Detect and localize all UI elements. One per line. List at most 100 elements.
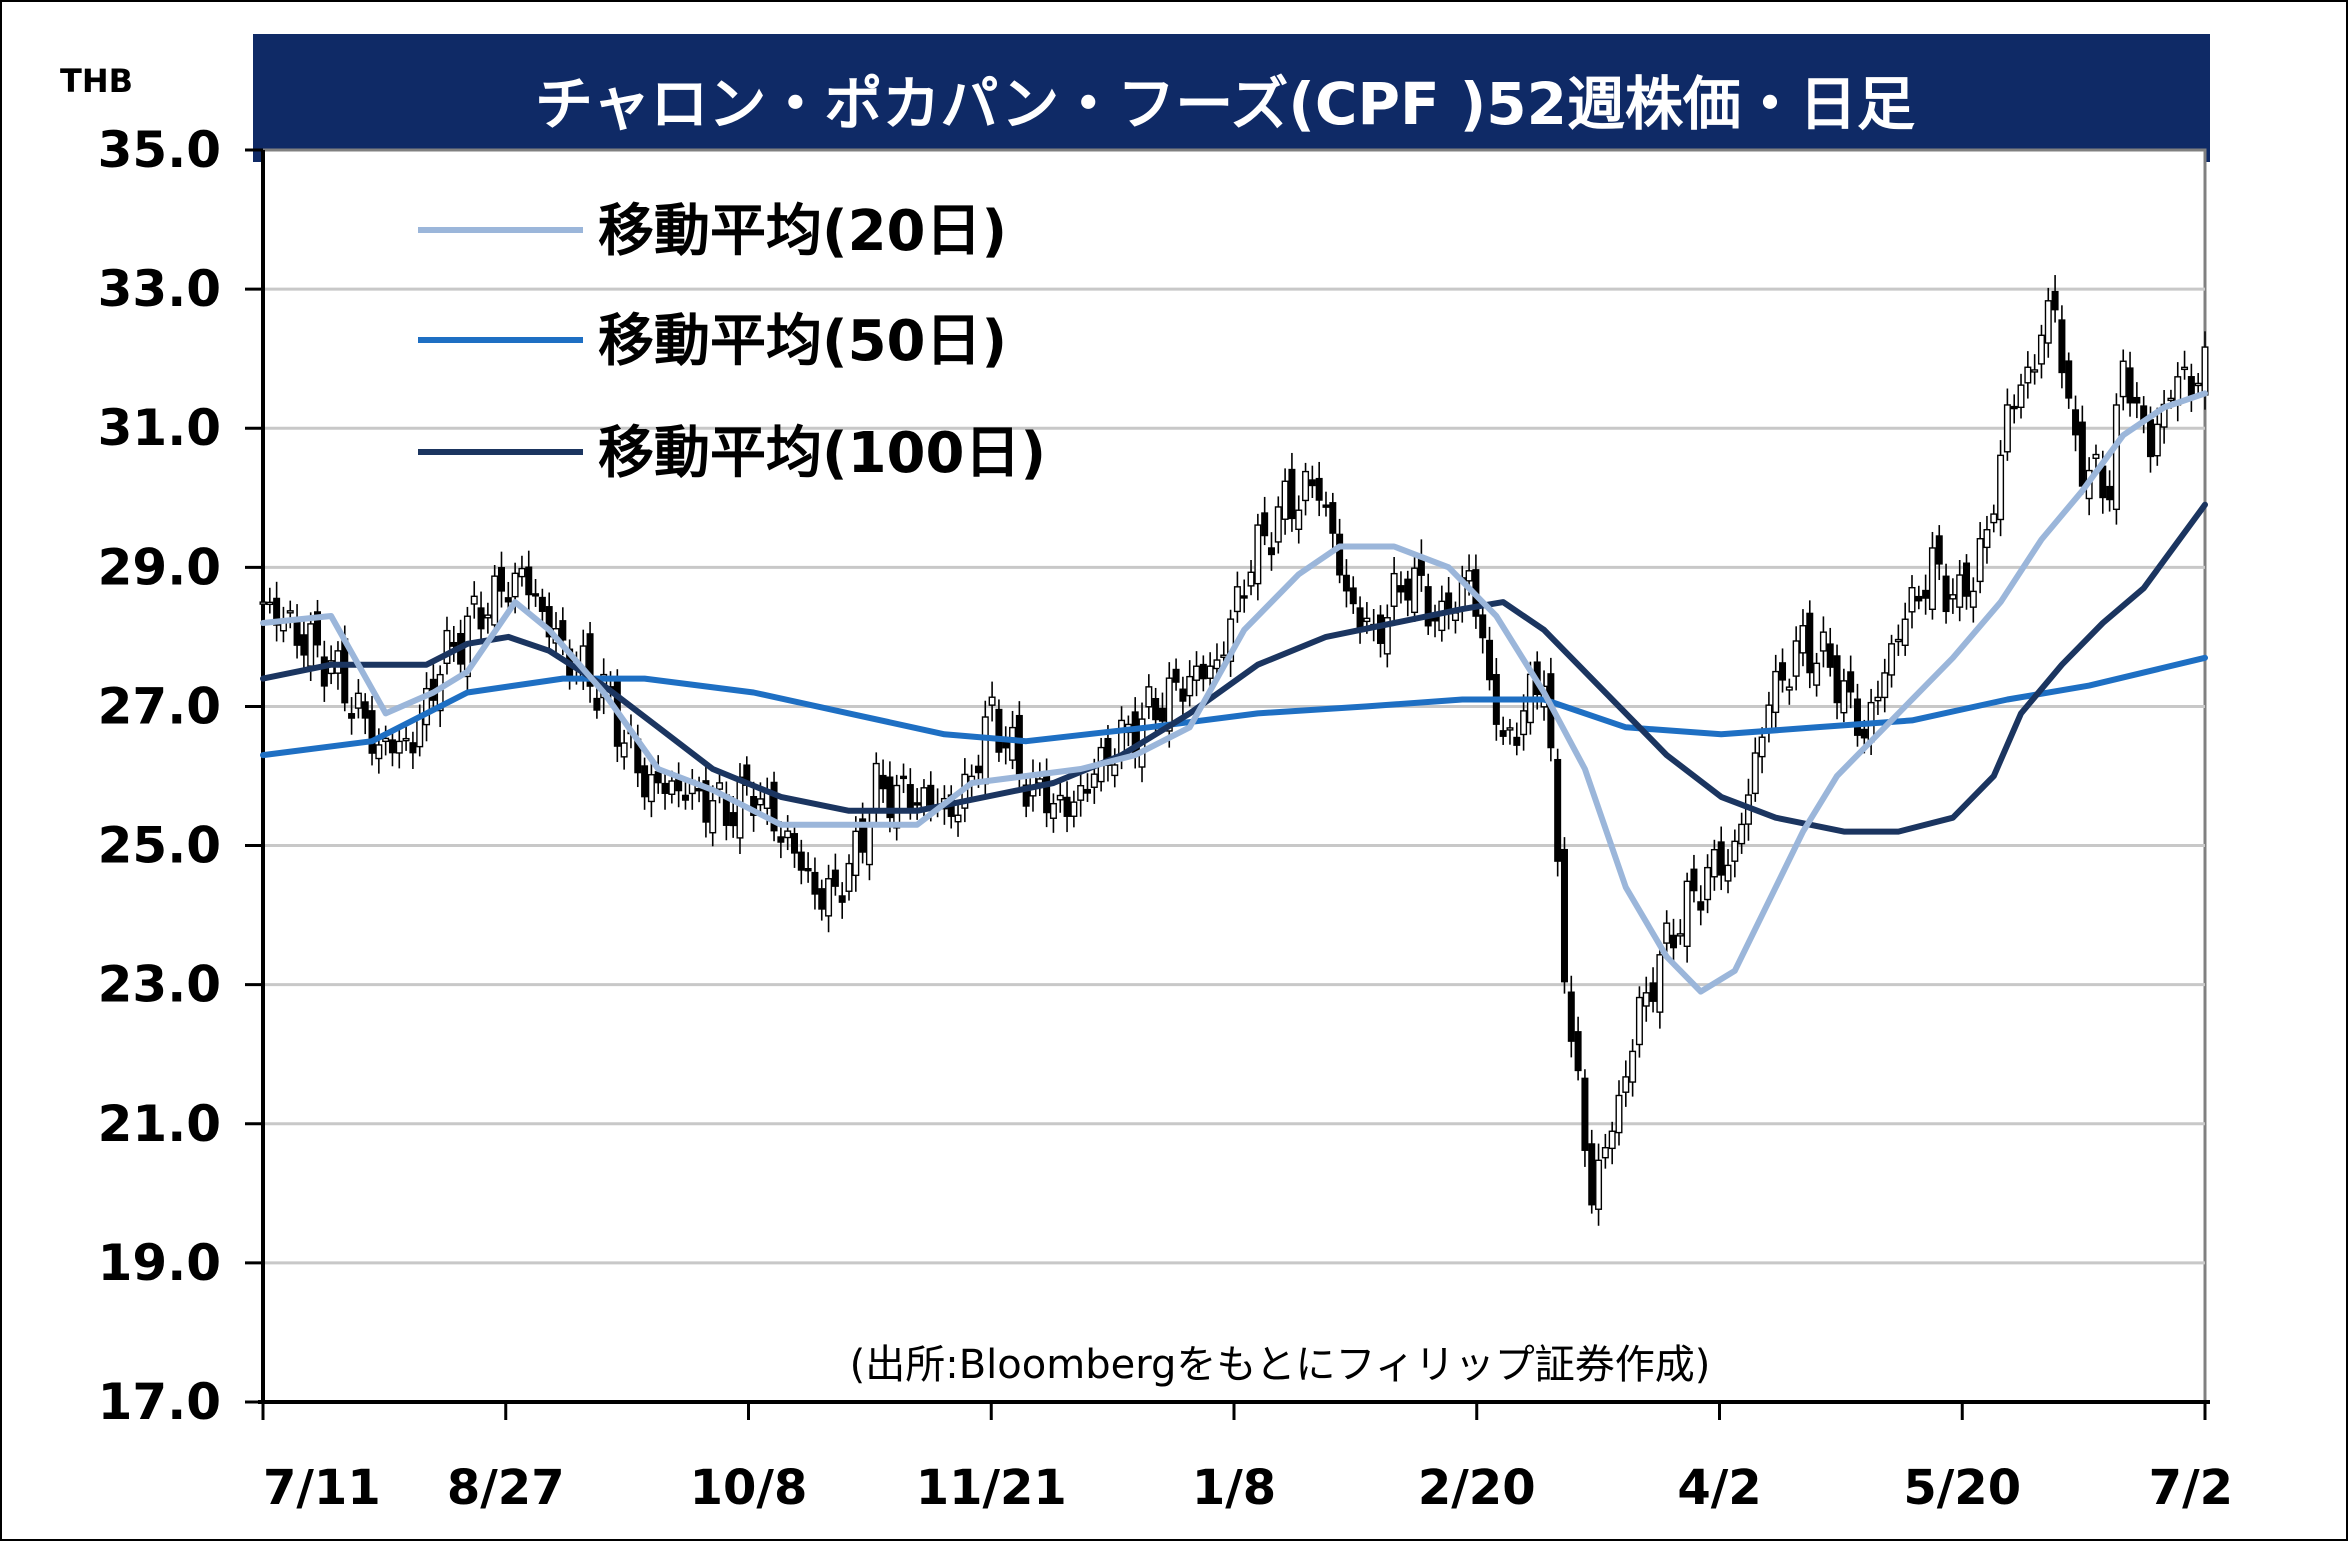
candle-body [831, 869, 839, 887]
candle-body [702, 780, 710, 823]
candle-body [1779, 662, 1787, 681]
candle-body [382, 737, 390, 743]
candle-body [1404, 578, 1412, 601]
candle-body [368, 710, 376, 754]
candle-body [1227, 618, 1235, 662]
candle-body [756, 798, 764, 806]
x-tick-label: 2/20 [1418, 1460, 1536, 1516]
candle-body [497, 567, 505, 592]
candle-body [1043, 770, 1051, 814]
candle-body [2201, 346, 2209, 396]
candle-body [504, 597, 512, 603]
y-tick-label: 19.0 [98, 1234, 221, 1292]
candle-body [1315, 477, 1323, 501]
candle-body [1083, 788, 1091, 794]
candle-body [1465, 570, 1473, 582]
candle-body [790, 833, 798, 854]
candle-body [1622, 1076, 1630, 1093]
candle-body [927, 784, 935, 806]
candle-body [804, 867, 812, 872]
candle-body [920, 787, 928, 809]
candle-body [1758, 736, 1766, 758]
candle-body [859, 818, 867, 853]
candle-body [825, 878, 833, 917]
x-tick-label: 7/11 [263, 1460, 381, 1516]
candle-body [1588, 1143, 1596, 1206]
candle-body [1738, 823, 1746, 845]
candle-body [1049, 802, 1057, 819]
candle-body [538, 596, 546, 612]
candle-body [375, 744, 383, 760]
candle-body [1506, 727, 1514, 731]
candle-body [2031, 369, 2039, 373]
candle-body [1874, 696, 1882, 702]
candle-body [1554, 758, 1562, 862]
y-tick-label: 31.0 [98, 399, 221, 457]
candle-body [716, 782, 724, 790]
candle-body [1813, 662, 1821, 686]
candle-body [1233, 586, 1241, 613]
candle-body [1090, 773, 1098, 788]
candle-body [470, 595, 478, 605]
candle-body [729, 812, 737, 827]
ma20-line [260, 390, 2208, 995]
candle-body [1015, 714, 1023, 775]
candle-body [1697, 901, 1705, 911]
chart-title: チャロン・ポカパン・フーズ(CPF )52週株価・日足 [535, 70, 1915, 138]
candle-body [1383, 617, 1391, 655]
candle-body [1629, 1050, 1637, 1083]
y-tick-label: 17.0 [98, 1373, 221, 1431]
candle-body [1574, 1031, 1582, 1072]
candle-body [2126, 367, 2134, 404]
candle-body [654, 771, 662, 784]
candle-body [593, 697, 601, 711]
candle-body [1595, 1159, 1603, 1210]
candle-body [1056, 794, 1064, 801]
legend-label: 移動平均(100日) [598, 421, 1046, 486]
unit-label: THB [60, 62, 133, 100]
x-tick-label: 5/20 [1903, 1460, 2021, 1516]
x-tick-label: 4/2 [1677, 1460, 1761, 1516]
candle-body [1118, 719, 1126, 755]
candle-body [1724, 864, 1732, 882]
candle-body [1152, 697, 1160, 721]
candle-body [1363, 617, 1371, 623]
candle-body [1785, 686, 1793, 691]
candle-body [511, 572, 519, 598]
candle-body [2153, 423, 2161, 457]
candle-body [1104, 737, 1112, 766]
candle-body [1281, 480, 1289, 520]
candle-body [1826, 643, 1834, 668]
candle-body [2037, 334, 2045, 365]
y-tick-label: 29.0 [98, 538, 221, 596]
candle-body [1390, 572, 1398, 607]
candle-body [1860, 728, 1868, 739]
candle-body [1731, 840, 1739, 862]
candle-body [416, 716, 424, 748]
candle-body [879, 774, 887, 790]
candle-body [1710, 849, 1718, 878]
candle-body [1840, 680, 1848, 714]
candle-body [361, 701, 369, 719]
y-tick-label: 27.0 [98, 677, 221, 735]
candle-body [1615, 1094, 1623, 1134]
candle-body [1969, 590, 1977, 608]
x-tick-label: 10/8 [690, 1460, 808, 1516]
candle-body [1308, 479, 1316, 487]
candle-body [1158, 707, 1166, 722]
legend-label: 移動平均(20日) [598, 199, 1007, 264]
candle-body [1261, 512, 1269, 537]
candle-body [1935, 535, 1943, 565]
candle-body [2078, 421, 2086, 487]
candle-body [1486, 639, 1494, 681]
candle-body [1451, 612, 1459, 622]
candle-body [320, 656, 328, 687]
candle-body [2024, 366, 2032, 384]
candle-body [2044, 300, 2052, 344]
candle-body [1213, 659, 1221, 670]
candle-body [1479, 614, 1487, 639]
candle-body [1336, 533, 1344, 576]
x-tick-label: 8/27 [447, 1460, 565, 1516]
candle-body [1956, 574, 1964, 608]
candle-body [259, 601, 267, 605]
